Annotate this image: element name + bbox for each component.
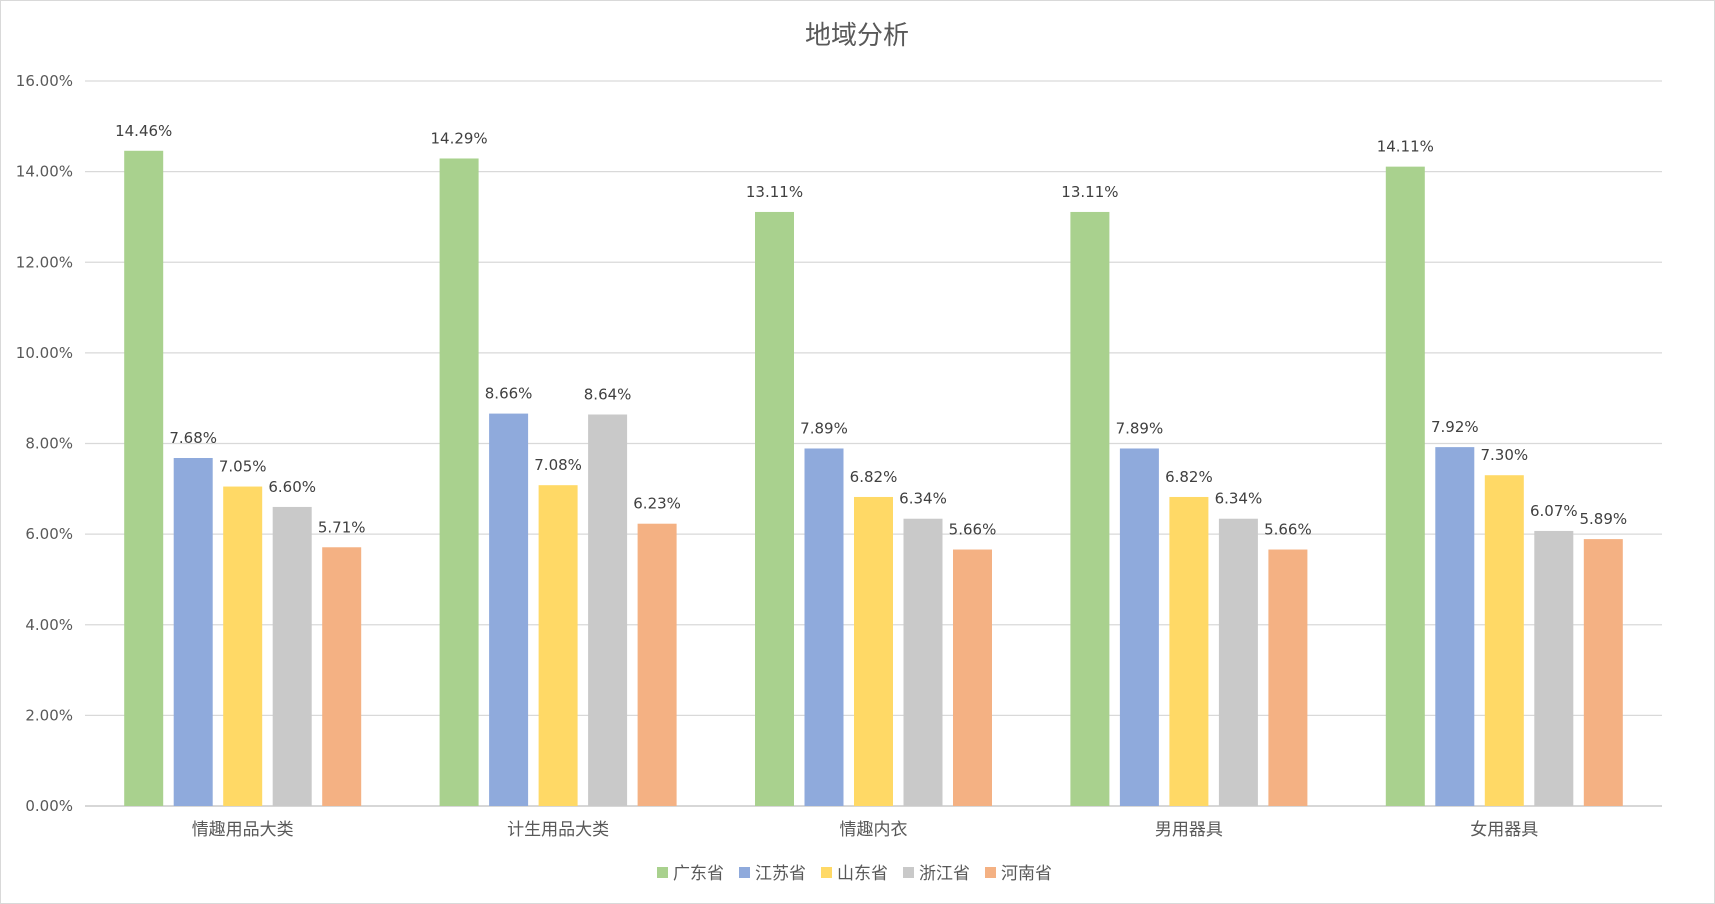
legend-label: 浙江省: [919, 864, 970, 884]
bar: [903, 518, 943, 806]
bar: [1534, 530, 1574, 806]
data-label: 7.89%: [800, 419, 848, 437]
bar: [1119, 448, 1159, 806]
data-label: 6.60%: [268, 478, 316, 496]
data-label: 7.89%: [1116, 419, 1164, 437]
bar: [1435, 447, 1475, 806]
data-label: 6.82%: [850, 468, 898, 486]
category-label: 男用器具: [1155, 820, 1223, 840]
data-label: 7.92%: [1431, 418, 1479, 436]
legend-label: 广东省: [673, 864, 724, 884]
y-tick-label: 4.00%: [25, 616, 73, 634]
data-label: 6.34%: [899, 490, 947, 508]
legend-swatch: [985, 867, 996, 878]
legend-label: 山东省: [837, 864, 888, 884]
data-label: 5.66%: [949, 521, 997, 539]
data-label: 14.11%: [1377, 138, 1434, 156]
data-labels: 14.46% 7.68%7.05%6.60% 5.71% 14.29% 8.66% 7.0…: [115, 122, 1627, 539]
bar: [223, 486, 263, 806]
bar: [173, 458, 213, 806]
legend-swatch: [903, 867, 914, 878]
y-tick-label: 8.00%: [25, 435, 73, 453]
data-label: 6.34%: [1215, 490, 1263, 508]
bar: [322, 547, 362, 806]
legend-swatch: [657, 867, 668, 878]
category-label: 情趣用品大类: [192, 820, 294, 840]
bar: [489, 413, 529, 806]
y-tick-label: 14.00%: [16, 163, 73, 181]
bar: [854, 496, 893, 806]
legend-label: 河南省: [1001, 864, 1052, 884]
bar: [1484, 475, 1524, 806]
category-label: 情趣内衣: [840, 820, 908, 840]
data-label: 5.89%: [1579, 510, 1627, 528]
y-tick-label: 10.00%: [16, 344, 73, 362]
bar: [1070, 211, 1110, 806]
bar: [439, 158, 479, 806]
data-label: 13.11%: [1061, 183, 1118, 201]
data-label: 13.11%: [746, 183, 803, 201]
data-label: 7.08%: [534, 456, 582, 474]
bar: [637, 523, 677, 806]
category-label: 计生用品大类: [507, 820, 609, 840]
legend-label: 江苏省: [755, 864, 806, 884]
legend-swatch: [739, 867, 750, 878]
data-label: 8.66%: [485, 385, 533, 403]
category-label: 女用器具: [1470, 820, 1538, 840]
data-label: 5.71%: [318, 518, 366, 536]
data-label: 6.07%: [1530, 502, 1578, 520]
bars: [124, 150, 1623, 806]
y-tick-label: 0.00%: [25, 797, 73, 815]
bar: [755, 211, 794, 806]
data-label: 7.05%: [219, 458, 267, 476]
y-tick-label: 2.00%: [25, 706, 73, 724]
bar: [588, 414, 628, 806]
bar: [1583, 539, 1623, 806]
data-label: 7.68%: [169, 429, 217, 447]
bar: [804, 448, 844, 806]
bar: [124, 150, 164, 806]
y-axis-ticks: 0.00% 2.00% 4.00% 6.00% 8.00% 10.00% 12.00% 14.…: [16, 72, 73, 815]
data-label: 6.82%: [1165, 468, 1213, 486]
data-label: 14.29%: [430, 129, 487, 147]
bar: [272, 506, 312, 806]
bar: [1169, 496, 1209, 806]
legend-swatch: [821, 867, 832, 878]
chart-title: 地域分析: [805, 21, 909, 51]
bar: [953, 549, 992, 806]
y-tick-label: 16.00%: [16, 72, 73, 90]
bar: [1385, 166, 1425, 806]
bar: [538, 485, 578, 806]
x-axis-categories: 情趣用品大类 计生用品大类 情趣内衣 男用器具 女用器具: [192, 820, 1539, 840]
data-label: 14.46%: [115, 122, 172, 140]
y-tick-label: 12.00%: [16, 253, 73, 271]
data-label: 5.66%: [1264, 521, 1312, 539]
data-label: 7.30%: [1480, 446, 1528, 464]
legend: 广东省 江苏省 山东省 浙江省 河南省: [657, 864, 1052, 884]
data-label: 8.64%: [584, 386, 632, 404]
bar: [1218, 518, 1258, 806]
bar: [1268, 549, 1308, 806]
y-tick-label: 6.00%: [25, 525, 73, 543]
data-label: 6.23%: [633, 495, 681, 513]
